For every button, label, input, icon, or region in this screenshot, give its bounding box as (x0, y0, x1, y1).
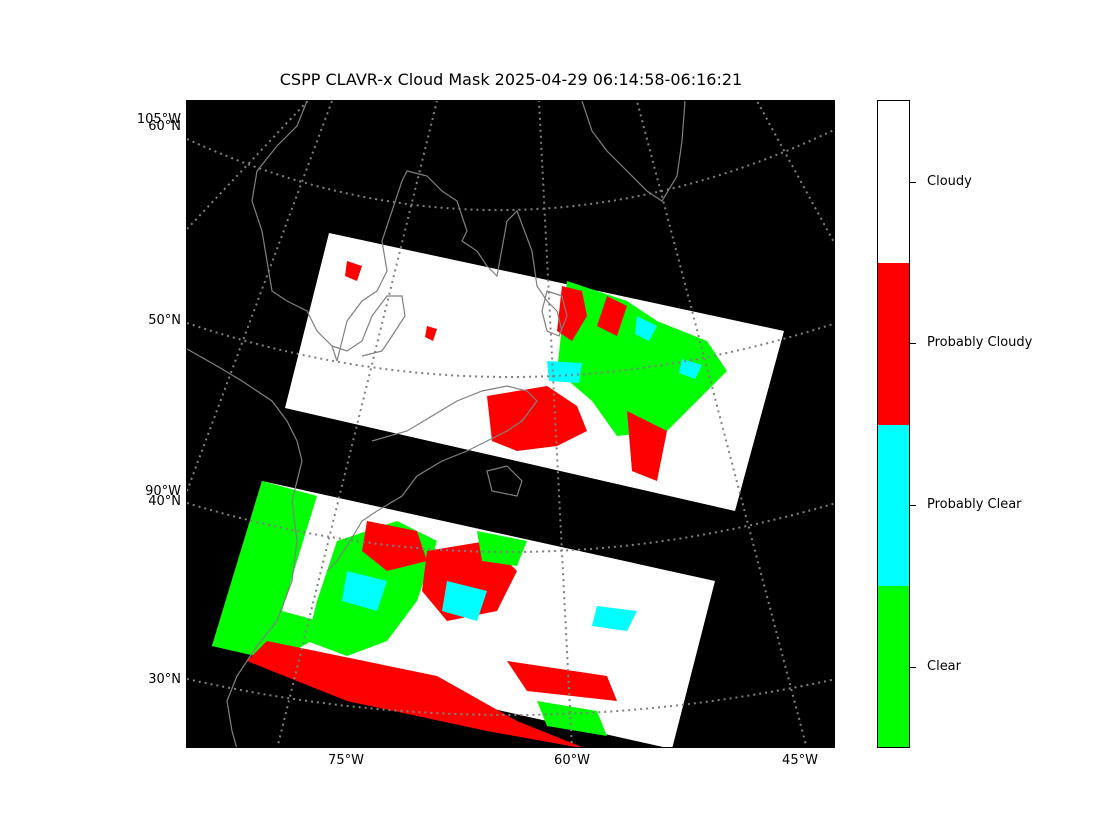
coastline-nova-scotia (486, 465, 523, 497)
coastline-hudson-east (251, 101, 338, 362)
chart-title: CSPP CLAVR-x Cloud Mask 2025-04-29 06:14… (279, 70, 743, 89)
parallel-30n (187, 678, 834, 716)
swath-north-red-3 (487, 386, 587, 451)
meridian-105w (187, 101, 309, 230)
colorbar-label-clear: Clear (927, 659, 961, 674)
colorbar-segment-clear (878, 586, 909, 747)
swath-south-cyan-2 (442, 581, 487, 621)
swath-north-cyan-2 (635, 316, 657, 341)
meridian-60w (538, 101, 573, 747)
lon-label-90w: 90°W (145, 484, 181, 499)
graticule (187, 101, 834, 747)
swath-south-clear-2 (477, 531, 527, 566)
coastline-st-lawrence (326, 385, 538, 572)
colorbar-tick-cloudy (910, 182, 916, 183)
coastlines (187, 101, 686, 747)
coastline-us-east (187, 348, 303, 747)
map-panel (186, 100, 835, 748)
swath-south-cyan-1 (342, 571, 387, 611)
lat-label-50n: 50°N (148, 313, 181, 328)
swath-north-cyan-3 (679, 359, 702, 379)
swath-south-red-3 (247, 641, 582, 747)
meridian-45w (636, 101, 808, 747)
colorbar-segment-probably-cloudy (878, 263, 909, 425)
coastline-james-bay (331, 295, 406, 357)
colorbar-label-cloudy: Cloudy (927, 174, 972, 189)
lon-label-60w: 60°W (554, 753, 590, 768)
colorbar-segment-probably-clear (878, 425, 909, 586)
lon-label-75w: 75°W (328, 753, 364, 768)
swath-south (212, 481, 715, 747)
swath-north (285, 233, 784, 511)
lat-label-30n: 30°N (148, 672, 181, 687)
colorbar-label-probably-cloudy: Probably Cloudy (927, 335, 1033, 350)
colorbar (877, 100, 910, 748)
swath-north-red-4 (627, 411, 667, 481)
lat-label-40n: 40°N (148, 494, 181, 509)
coastline-newfoundland (541, 290, 568, 337)
lat-label-60n: 60°N (148, 119, 181, 134)
swath-north-cyan-1 (547, 361, 582, 383)
lon-label-105w: 105°W (136, 112, 181, 127)
swath-north-red-1 (557, 286, 587, 341)
swath-north-red-5 (345, 261, 362, 281)
coastline-greenland (581, 101, 686, 202)
colorbar-label-probably-clear: Probably Clear (927, 497, 1022, 512)
colorbar-tick-clear (910, 667, 916, 668)
swath-north-red-2 (597, 296, 627, 336)
swath-south-red-1 (362, 521, 427, 571)
parallel-60n (187, 128, 834, 212)
swath-north-red-6 (425, 326, 437, 341)
map-canvas (187, 101, 834, 747)
swath-south-cyan-3 (592, 606, 637, 631)
colorbar-tick-probably-clear (910, 505, 916, 506)
lon-label-45w: 45°W (782, 753, 818, 768)
swath-south-clear-west (212, 481, 337, 661)
coastline-labrador (336, 170, 563, 362)
parallel-50n (187, 322, 834, 378)
swath-south-red-4 (507, 661, 617, 701)
swath-south-clear-3 (537, 701, 607, 736)
colorbar-tick-probably-cloudy (910, 343, 916, 344)
colorbar-segment-cloudy (878, 101, 909, 263)
